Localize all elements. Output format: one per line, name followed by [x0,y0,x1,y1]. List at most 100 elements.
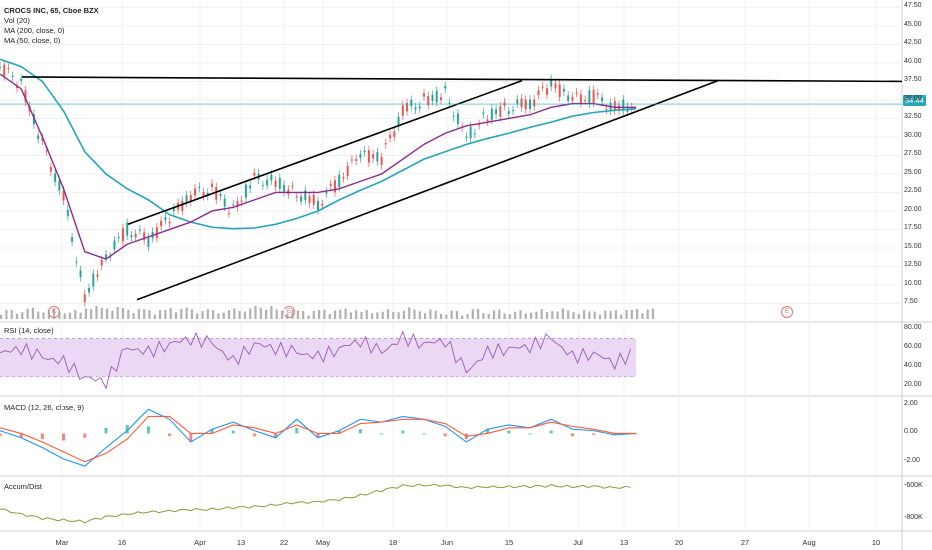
x-tick-label: 18 [388,538,398,547]
volume-bar [233,308,236,319]
volume-bar [90,309,93,319]
volume-bar [609,311,612,319]
macd-histogram-bar [570,433,574,437]
candle-body [338,174,341,188]
candle-body [520,98,523,108]
resistance-line [21,76,903,83]
volume-bar [402,310,405,319]
x-tick-label: 27 [740,538,750,547]
volume-bar [630,309,633,319]
volume-bar [545,311,549,319]
volume-bar [291,309,294,319]
candle-body [66,209,69,217]
macd-histogram-bar [316,433,320,438]
volume-bar [487,314,490,319]
volume-bar [21,312,24,319]
candle-body [431,94,434,101]
macd-histogram-bar [401,430,405,434]
candle-body [79,270,82,277]
candle-body [181,200,184,212]
candle-body [333,180,336,193]
candle-body [465,136,468,138]
x-tick-label: Jun [440,538,454,547]
ad-label: Accum/Dist [4,482,42,491]
volume-bar [339,309,342,319]
y-tick-label: 10.00 [904,279,922,287]
earnings-marker-3[interactable]: E [781,306,793,318]
volume-bar [503,313,506,319]
volume-bar [508,314,511,319]
volume-bar [519,310,522,319]
candle-body [92,273,95,287]
x-tick-label: 20 [674,538,684,547]
candle-body [380,156,383,166]
volume-bar [212,310,215,319]
candle-body [622,99,625,111]
candle-body [121,228,124,242]
volume-bar [381,311,384,319]
volume-bar [275,309,278,319]
candle-body [495,109,498,115]
volume-bar [68,312,72,319]
candle-body [554,83,557,89]
volume-bar [164,309,167,319]
candle-body [410,99,413,107]
candle-body [588,90,591,104]
volume-bar [148,310,151,319]
volume-bar [572,312,575,319]
volume-bar [0,314,3,319]
y-tick-label: 15.00 [904,242,922,250]
candle-body [261,185,264,187]
volume-bar [296,310,299,319]
candle-body [601,97,604,102]
candle-body [537,90,540,95]
volume-bar [360,311,363,319]
candle-body [300,196,303,202]
candle-body [596,93,599,95]
candle-body [452,115,455,117]
candle-body [37,135,40,140]
candle-body [219,193,222,196]
ma200-line [0,58,637,230]
rsi-label: RSI (14, close) [4,326,54,335]
candle-body [541,86,544,88]
candle-body [168,221,171,224]
volume-bar [42,312,45,319]
volume-bar [477,308,480,319]
candle-body [62,190,65,201]
y-tick-label: 27.50 [904,150,922,158]
y-tick-label: 7.50 [904,298,918,306]
volume-bar [429,309,432,319]
macd-histogram-bar [210,429,214,434]
candle-body [109,256,112,258]
volume-bar [37,311,40,319]
channel-upper-line [127,79,523,226]
volume-bar [461,315,464,319]
volume-bar [227,310,231,319]
rsi-tick-label: 80.00 [904,323,922,331]
macd-histogram-bar [486,429,490,434]
macd-histogram-bar [83,433,87,438]
macd-histogram-bar [358,429,362,434]
volume-bar [392,311,395,319]
candle-body [439,97,442,101]
volume-bar [254,305,257,319]
volume-bar [137,308,140,319]
x-tick-label: Mar [55,538,69,547]
macd-histogram-bar [125,424,129,434]
x-tick-label: May [315,538,331,547]
candle-body [143,232,146,241]
candle-body [312,194,315,205]
volume-bar [386,309,390,319]
volume-bar [26,308,29,319]
candle-body [198,186,201,188]
rsi-band [0,338,636,377]
volume-bar [74,310,77,319]
candle-body [3,64,6,77]
last-price-badge: 34.44 [903,95,926,106]
candle-body [478,124,481,126]
volume-bar [286,313,289,319]
candle-body [317,200,319,211]
candle-body [486,119,489,122]
